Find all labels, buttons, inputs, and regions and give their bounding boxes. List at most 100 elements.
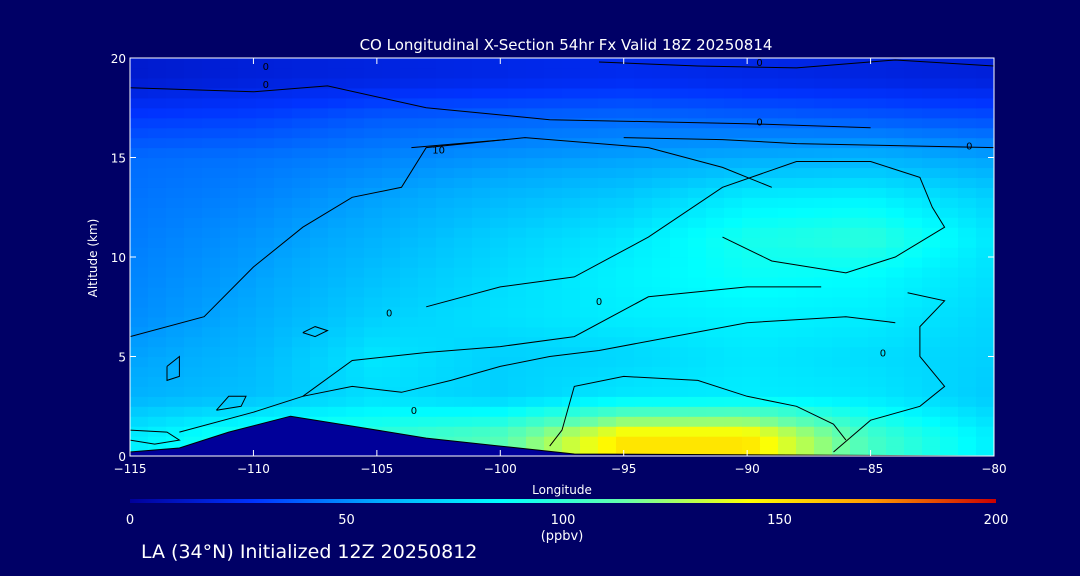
heatmap-cell bbox=[760, 167, 779, 178]
heatmap-cell bbox=[328, 336, 347, 348]
heatmap-cell bbox=[166, 207, 185, 218]
heatmap-cell bbox=[364, 58, 383, 69]
heatmap-cell bbox=[544, 87, 563, 99]
heatmap-cell bbox=[760, 58, 779, 69]
heatmap-cell bbox=[706, 77, 725, 89]
heatmap-cell bbox=[796, 197, 815, 208]
heatmap-cell bbox=[832, 386, 851, 397]
heatmap-cell bbox=[940, 416, 959, 427]
heatmap-cell bbox=[796, 77, 815, 89]
heatmap-cell bbox=[328, 217, 347, 228]
heatmap-cell bbox=[706, 386, 725, 397]
heatmap-cell bbox=[562, 366, 581, 377]
heatmap-cell bbox=[526, 197, 545, 208]
heatmap-cell bbox=[184, 276, 203, 288]
heatmap-cell bbox=[598, 77, 617, 89]
heatmap-cell bbox=[886, 376, 905, 387]
heatmap-cell bbox=[346, 237, 365, 248]
heatmap-cell bbox=[436, 416, 455, 427]
heatmap-cell bbox=[652, 426, 671, 437]
heatmap-cell bbox=[274, 396, 293, 407]
heatmap-cell bbox=[400, 326, 419, 338]
heatmap-cell bbox=[328, 137, 347, 149]
contour-label: 0 bbox=[263, 62, 269, 73]
heatmap-cell bbox=[616, 77, 635, 89]
heatmap-cell bbox=[418, 416, 437, 427]
heatmap-cell bbox=[688, 376, 707, 387]
heatmap-cell bbox=[184, 396, 203, 407]
heatmap-cell bbox=[634, 247, 653, 258]
heatmap-cell bbox=[796, 247, 815, 258]
heatmap-cell bbox=[904, 396, 923, 407]
heatmap-cell bbox=[544, 296, 563, 308]
heatmap-cell bbox=[814, 396, 833, 407]
heatmap-cell bbox=[508, 257, 527, 268]
heatmap-cell bbox=[220, 336, 239, 348]
heatmap-cell bbox=[598, 366, 617, 377]
heatmap-cell bbox=[562, 336, 581, 348]
heatmap-cell bbox=[868, 167, 887, 178]
heatmap-cell bbox=[382, 286, 401, 298]
heatmap-cell bbox=[436, 366, 455, 377]
heatmap-cell bbox=[562, 177, 581, 188]
heatmap-cell bbox=[832, 107, 851, 119]
heatmap-cell bbox=[310, 157, 329, 169]
heatmap-cell bbox=[598, 97, 617, 109]
heatmap-cell bbox=[364, 336, 383, 348]
heatmap-cell bbox=[904, 197, 923, 208]
heatmap-cell bbox=[346, 127, 365, 139]
heatmap-cell bbox=[382, 197, 401, 208]
heatmap-cell bbox=[814, 227, 833, 238]
heatmap-cell bbox=[328, 376, 347, 387]
heatmap-cell bbox=[922, 177, 941, 188]
heatmap-cell bbox=[328, 237, 347, 248]
heatmap-cell bbox=[760, 276, 779, 288]
heatmap-cell bbox=[220, 67, 239, 79]
heatmap-cell bbox=[238, 266, 257, 278]
heatmap-cell bbox=[868, 247, 887, 258]
heatmap-cell bbox=[724, 406, 743, 417]
heatmap-cell bbox=[526, 227, 545, 238]
heatmap-cell bbox=[886, 67, 905, 79]
heatmap-cell bbox=[292, 406, 311, 417]
heatmap-cell bbox=[382, 276, 401, 288]
heatmap-cell bbox=[328, 97, 347, 109]
heatmap-cell bbox=[634, 137, 653, 149]
heatmap-cell bbox=[184, 257, 203, 268]
heatmap-cell bbox=[598, 197, 617, 208]
heatmap-cell bbox=[472, 356, 491, 368]
heatmap-cell bbox=[688, 207, 707, 218]
heatmap-cell bbox=[436, 306, 455, 318]
heatmap-cell bbox=[814, 426, 833, 437]
heatmap-cell bbox=[454, 197, 473, 208]
heatmap-cell bbox=[472, 276, 491, 288]
heatmap-cell bbox=[940, 406, 959, 417]
heatmap-cell bbox=[544, 396, 563, 407]
heatmap-cell bbox=[598, 416, 617, 427]
heatmap-cell bbox=[922, 326, 941, 338]
heatmap-cell bbox=[634, 436, 653, 447]
heatmap-cell bbox=[580, 276, 599, 288]
heatmap-cell bbox=[580, 217, 599, 228]
heatmap-cell bbox=[940, 107, 959, 119]
heatmap-cell bbox=[760, 346, 779, 358]
heatmap-cell bbox=[490, 117, 509, 129]
heatmap-cell bbox=[868, 137, 887, 149]
heatmap-cell bbox=[508, 237, 527, 248]
heatmap-cell bbox=[922, 227, 941, 238]
heatmap-cell bbox=[886, 58, 905, 69]
heatmap-cell bbox=[472, 227, 491, 238]
heatmap-cell bbox=[670, 77, 689, 89]
heatmap-cell bbox=[652, 197, 671, 208]
heatmap-cell bbox=[652, 376, 671, 387]
heatmap-cell bbox=[418, 137, 437, 149]
heatmap-cell bbox=[580, 266, 599, 278]
heatmap-cell bbox=[670, 346, 689, 358]
heatmap-cell bbox=[562, 356, 581, 368]
heatmap-cell bbox=[850, 197, 869, 208]
heatmap-cell bbox=[418, 187, 437, 198]
heatmap-cell bbox=[256, 336, 275, 348]
contour-line bbox=[833, 292, 946, 453]
heatmap-cells bbox=[130, 58, 994, 456]
heatmap-cell bbox=[688, 446, 707, 456]
